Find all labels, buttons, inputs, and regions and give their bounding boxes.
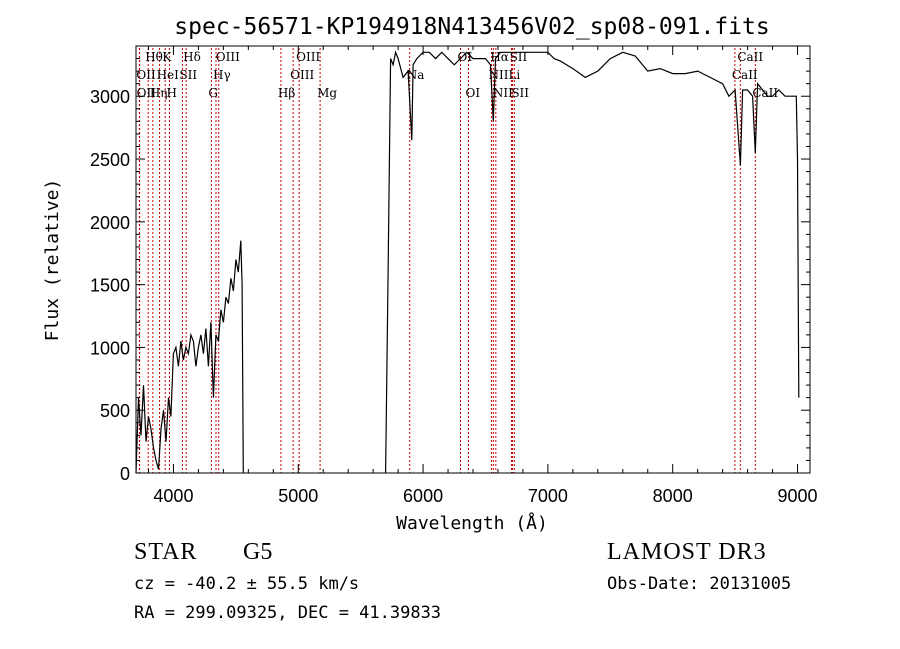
line-label-14: Na — [407, 68, 425, 82]
line-label-15: NII — [488, 68, 508, 82]
line-label-22: Hβ — [278, 86, 295, 100]
line-label-1: K — [162, 50, 172, 64]
x-axis-ticks: 4000 5000 6000 7000 8000 9000 — [147, 46, 818, 506]
y-axis-label: Flux (relative) — [42, 179, 63, 342]
line-label-0: Hθ — [145, 50, 163, 64]
line-label-6: Hα — [490, 50, 509, 64]
x-tick-label-0: 4000 — [153, 486, 193, 506]
line-marker-layer — [138, 48, 756, 473]
spectrum-blue-arm — [135, 240, 244, 474]
y-tick-label-5: 2500 — [90, 150, 130, 170]
line-label-9: OII — [136, 68, 156, 82]
line-label-27: CaII — [752, 86, 778, 100]
chart-title: spec-56571-KP194918N413456V02_sp08-091.f… — [174, 14, 769, 40]
line-label-5: OI — [458, 50, 473, 64]
x-tick-label-4: 8000 — [653, 486, 693, 506]
line-label-17: CaII — [732, 68, 758, 82]
line-label-7: SII — [510, 50, 528, 64]
x-tick-label-2: 6000 — [403, 486, 443, 506]
line-label-4: OIII — [296, 50, 320, 64]
y-tick-label-3: 1500 — [90, 276, 130, 296]
line-label-8: CaII — [737, 50, 763, 64]
x-tick-label-5: 9000 — [777, 486, 817, 506]
line-label-20: H — [166, 86, 176, 100]
plot-frame — [135, 45, 811, 474]
line-label-13: OIII — [290, 68, 314, 82]
y-tick-label-2: 1000 — [90, 338, 130, 358]
line-label-24: OI — [466, 86, 481, 100]
line-label-12: Hγ — [213, 68, 231, 82]
spectrum-series-layer — [135, 50, 800, 474]
redshift-value: cz = -40.2 ± 55.5 km/s — [134, 574, 360, 594]
spectral-class: G5 — [243, 539, 273, 565]
line-label-25: NII — [493, 86, 513, 100]
y-tick-label-0: 0 — [120, 464, 130, 484]
line-label-3: OIII — [216, 50, 240, 64]
y-tick-label-6: 3000 — [90, 87, 130, 107]
object-type: STAR — [134, 539, 198, 565]
x-axis-label: Wavelength (Å) — [396, 512, 548, 534]
y-tick-label-4: 2000 — [90, 213, 130, 233]
line-label-23: Mg — [317, 86, 337, 100]
coordinates: RA = 299.09325, DEC = 41.39833 — [134, 603, 442, 623]
line-label-21: G — [208, 86, 218, 100]
observation-date: Obs-Date: 20131005 — [607, 574, 792, 594]
line-label-26: SII — [511, 86, 529, 100]
line-label-19: Hη — [150, 86, 168, 100]
line-label-11: SII — [179, 68, 197, 82]
x-tick-label-3: 7000 — [528, 486, 568, 506]
line-label-16: Li — [508, 68, 520, 82]
survey-name: LAMOST DR3 — [607, 539, 767, 565]
y-tick-label-1: 500 — [100, 401, 130, 421]
x-tick-label-1: 5000 — [278, 486, 318, 506]
line-label-10: HeI — [157, 68, 180, 82]
line-label-2: Hδ — [183, 50, 201, 64]
spectrum-red-arm — [385, 50, 800, 474]
y-axis-ticks: 0 500 1000 1500 2000 2500 3000 — [90, 45, 810, 484]
